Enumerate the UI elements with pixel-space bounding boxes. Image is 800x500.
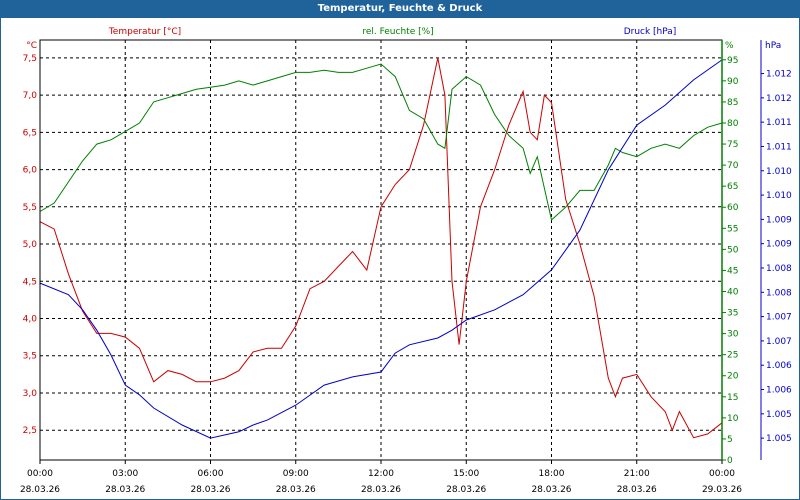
humidity-tick-label: 40: [727, 287, 739, 297]
pressure-tick-label: 1.006: [766, 361, 792, 371]
humidity-tick-label: 65: [727, 182, 738, 192]
pressure-tick-label: 1.010: [766, 191, 792, 201]
x-tick-date: 28.03.26: [531, 485, 571, 495]
x-tick-time: 00:00: [709, 469, 735, 479]
x-tick-date: 28.03.26: [446, 485, 486, 495]
temperature-tick-label: 2,5: [23, 426, 37, 436]
pressure-tick-label: 1.009: [766, 240, 792, 250]
x-tick-date: 28.03.26: [617, 485, 657, 495]
temperature-tick-label: 6,5: [23, 128, 37, 138]
pressure-tick-label: 1.009: [766, 215, 792, 225]
x-tick-time: 18:00: [539, 469, 565, 479]
temperature-tick-label: 3,5: [23, 352, 37, 362]
humidity-tick-label: 45: [727, 266, 738, 276]
x-tick-time: 00:00: [27, 469, 53, 479]
temperature-unit: °C: [26, 41, 37, 51]
humidity-tick-label: 15: [727, 393, 738, 403]
humidity-tick-label: 25: [727, 351, 738, 361]
window-title: Temperatur, Feuchte & Druck: [0, 0, 800, 18]
pressure-tick-label: 1.007: [766, 337, 792, 347]
humidity-tick-label: 55: [727, 224, 738, 234]
humidity-series-line: [39, 63, 723, 221]
pressure-tick-label: 1.011: [766, 142, 792, 152]
pressure-tick-label: 1.006: [766, 386, 792, 396]
humidity-tick-label: 90: [727, 77, 739, 87]
humidity-tick-label: 5: [727, 435, 733, 445]
x-tick-date: 29.03.26: [702, 485, 742, 495]
x-tick-time: 12:00: [368, 469, 394, 479]
pressure-tick-label: 1.005: [766, 410, 792, 420]
legend-temperature: Temperatur [°C]: [108, 27, 181, 37]
pressure-unit: hPa: [765, 41, 781, 51]
pressure-tick-label: 1.005: [766, 434, 792, 444]
humidity-tick-label: 20: [727, 372, 739, 382]
temperature-tick-label: 7,5: [23, 54, 37, 64]
x-tick-time: 15:00: [453, 469, 479, 479]
humidity-tick-label: 10: [727, 414, 739, 424]
pressure-series-line: [39, 59, 723, 439]
temperature-tick-label: 3,0: [23, 389, 38, 399]
x-tick-time: 21:00: [624, 469, 650, 479]
legend-humidity: rel. Feuchte [%]: [362, 27, 433, 37]
humidity-tick-label: 70: [727, 161, 739, 171]
humidity-unit: %: [725, 41, 734, 51]
humidity-tick-label: 75: [727, 140, 738, 150]
humidity-tick-label: 50: [727, 245, 739, 255]
pressure-tick-label: 1.010: [766, 167, 792, 177]
pressure-tick-label: 1.007: [766, 313, 792, 323]
legend-pressure: Druck [hPa]: [624, 27, 677, 37]
x-tick-time: 06:00: [198, 469, 224, 479]
humidity-tick-label: 35: [727, 309, 738, 319]
humidity-tick-label: 0: [727, 456, 733, 466]
humidity-tick-label: 85: [727, 98, 738, 108]
pressure-tick-label: 1.012: [766, 70, 792, 80]
temperature-tick-label: 6,0: [23, 166, 38, 176]
pressure-tick-label: 1.012: [766, 94, 792, 104]
x-tick-date: 28.03.26: [20, 485, 60, 495]
pressure-tick-label: 1.011: [766, 118, 792, 128]
x-tick-date: 28.03.26: [276, 485, 316, 495]
pressure-tick-label: 1.008: [766, 288, 792, 298]
temperature-tick-label: 4,5: [23, 277, 37, 287]
x-tick-date: 28.03.26: [190, 485, 230, 495]
temperature-tick-label: 7,0: [23, 91, 38, 101]
pressure-tick-label: 1.008: [766, 264, 792, 274]
temperature-tick-label: 5,5: [23, 203, 37, 213]
humidity-tick-label: 60: [727, 203, 739, 213]
humidity-tick-label: 30: [727, 330, 739, 340]
x-tick-date: 28.03.26: [361, 485, 401, 495]
x-tick-time: 03:00: [112, 469, 138, 479]
humidity-tick-label: 80: [727, 119, 739, 129]
temperature-tick-label: 5,0: [23, 240, 38, 250]
x-tick-date: 28.03.26: [105, 485, 145, 495]
humidity-tick-label: 95: [727, 56, 738, 66]
temperature-tick-label: 4,0: [23, 315, 38, 325]
x-tick-time: 09:00: [283, 469, 309, 479]
temperature-series-line: [39, 57, 723, 439]
